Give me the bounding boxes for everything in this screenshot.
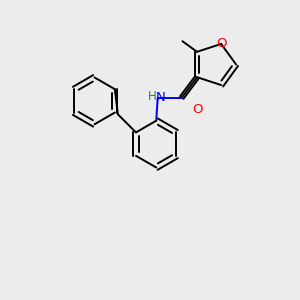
Text: H: H [148, 90, 157, 103]
Text: O: O [192, 103, 202, 116]
Text: O: O [216, 38, 226, 50]
Text: N: N [156, 91, 166, 104]
